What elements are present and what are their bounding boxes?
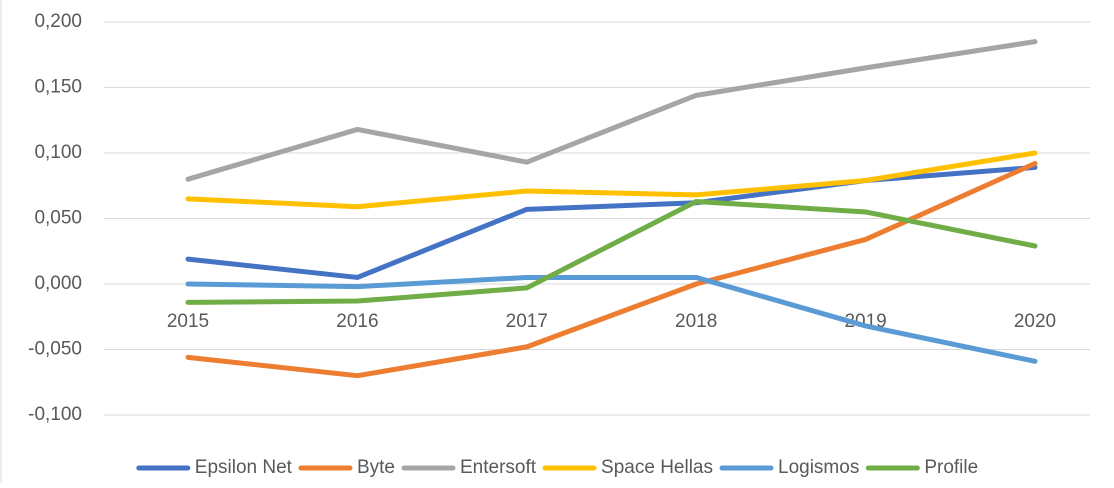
x-tick-label: 2018 xyxy=(675,311,717,332)
x-tick-label: 2017 xyxy=(506,311,548,332)
legend-label: Profile xyxy=(924,457,978,478)
legend-label: Space Hellas xyxy=(601,457,713,478)
y-tick-label: 0,150 xyxy=(34,77,82,98)
legend-label: Logismos xyxy=(778,457,859,478)
x-tick-label: 2015 xyxy=(167,311,209,332)
y-tick-label: 0,000 xyxy=(34,273,82,294)
x-tick-label: 2016 xyxy=(336,311,378,332)
series-line xyxy=(185,198,1038,305)
series-line xyxy=(185,39,1038,182)
series-line xyxy=(185,274,1038,364)
y-tick-label: 0,050 xyxy=(34,208,82,229)
legend-label: Entersoft xyxy=(460,457,537,478)
series-line xyxy=(185,160,1038,379)
y-tick-label: 0,100 xyxy=(34,142,82,163)
y-tick-label: -0,050 xyxy=(28,339,82,360)
y-tick-label: -0,100 xyxy=(28,404,82,425)
legend-label: Epsilon Net xyxy=(195,457,293,478)
y-tick-label: 0,200 xyxy=(34,11,82,32)
legend-label: Byte xyxy=(357,457,395,478)
series-line xyxy=(185,150,1038,210)
x-tick-label: 2020 xyxy=(1014,311,1056,332)
